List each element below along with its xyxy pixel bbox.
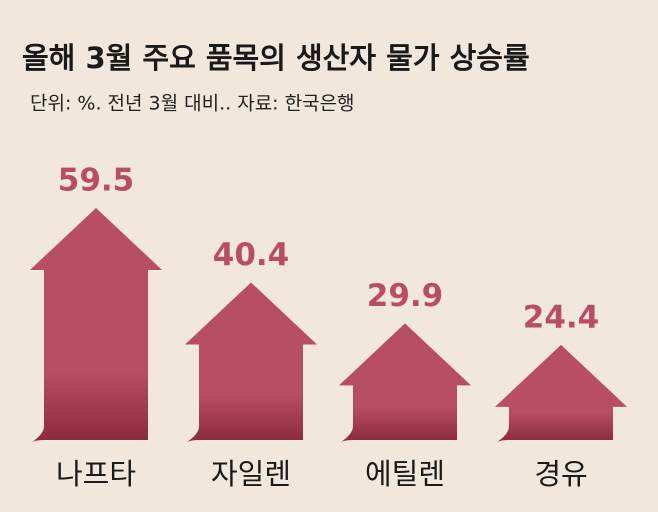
value-label: 40.4 — [213, 237, 290, 273]
arrow-bar — [30, 207, 162, 442]
x-tick-label: 자일렌 — [211, 457, 291, 491]
x-tick-label: 나프타 — [56, 457, 136, 491]
x-tick-label: 경유 — [534, 457, 587, 491]
chart-title: 올해 3월 주요 품목의 생산자 물가 상승률 — [22, 41, 530, 75]
value-label: 24.4 — [523, 299, 600, 335]
arrow-bar — [339, 323, 471, 442]
arrow-bar — [495, 344, 627, 442]
value-label: 59.5 — [58, 162, 135, 198]
arrow-bar — [185, 282, 317, 442]
x-tick-label: 에틸렌 — [365, 457, 445, 491]
value-label: 29.9 — [367, 278, 444, 314]
chart-subtitle: 단위: %. 전년 3월 대비.. 자료: 한국은행 — [30, 93, 355, 115]
